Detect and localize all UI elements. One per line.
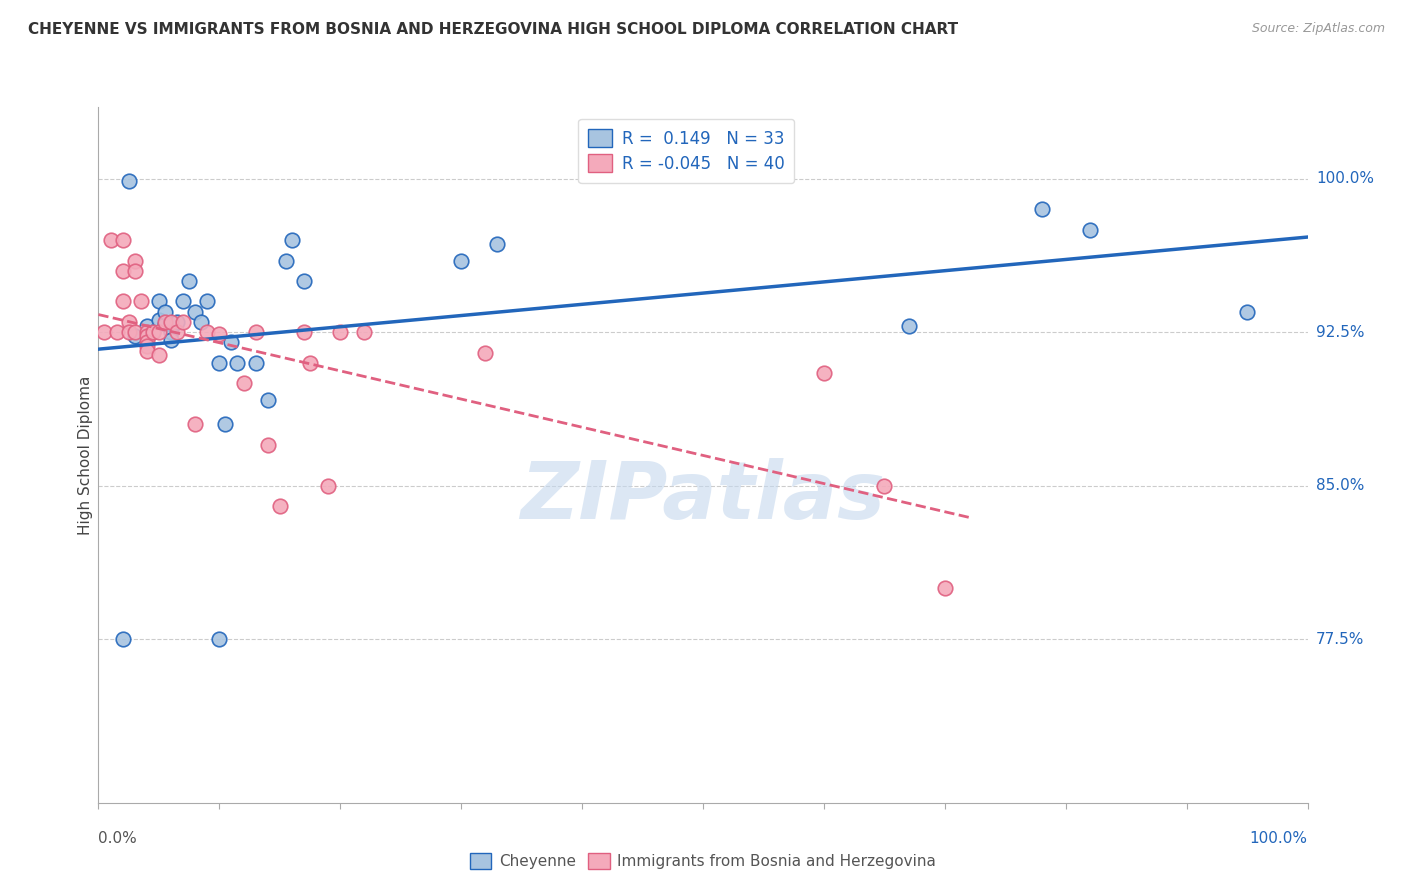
- Point: [153, 315, 176, 329]
- Point: [934, 581, 956, 595]
- Point: [177, 274, 201, 288]
- Point: [292, 274, 315, 288]
- Point: [873, 478, 896, 492]
- Point: [166, 325, 188, 339]
- Point: [93, 325, 115, 339]
- Point: [124, 253, 146, 268]
- Point: [256, 438, 278, 452]
- Point: [135, 318, 157, 333]
- Point: [153, 317, 176, 331]
- Point: [111, 233, 134, 247]
- Text: 0.0%: 0.0%: [98, 830, 138, 846]
- Point: [111, 632, 134, 646]
- Point: [1031, 202, 1053, 217]
- Point: [245, 325, 267, 339]
- Point: [148, 313, 170, 327]
- Point: [135, 325, 157, 339]
- Point: [118, 315, 141, 329]
- Point: [208, 356, 231, 370]
- Text: Source: ZipAtlas.com: Source: ZipAtlas.com: [1251, 22, 1385, 36]
- Point: [329, 325, 352, 339]
- Point: [111, 294, 134, 309]
- Point: [486, 237, 509, 252]
- Point: [226, 356, 249, 370]
- Point: [214, 417, 236, 432]
- Point: [353, 325, 375, 339]
- Point: [450, 253, 472, 268]
- Text: 92.5%: 92.5%: [1316, 325, 1364, 340]
- Point: [316, 478, 339, 492]
- Point: [172, 315, 194, 329]
- Point: [208, 327, 231, 342]
- Text: 85.0%: 85.0%: [1316, 478, 1364, 493]
- Point: [148, 348, 170, 362]
- Point: [124, 329, 146, 343]
- Point: [160, 315, 183, 329]
- Point: [897, 318, 920, 333]
- Point: [135, 343, 157, 358]
- Point: [135, 329, 157, 343]
- Point: [195, 294, 218, 309]
- Point: [142, 325, 165, 339]
- Y-axis label: High School Diploma: High School Diploma: [77, 376, 93, 534]
- Point: [221, 335, 243, 350]
- Point: [184, 417, 207, 432]
- Point: [172, 294, 194, 309]
- Point: [124, 325, 146, 339]
- Point: [269, 499, 291, 513]
- Point: [245, 356, 267, 370]
- Point: [184, 304, 207, 318]
- Point: [111, 264, 134, 278]
- Point: [1236, 304, 1258, 318]
- Point: [208, 632, 231, 646]
- Point: [160, 334, 183, 348]
- Text: 100.0%: 100.0%: [1250, 830, 1308, 846]
- Text: 100.0%: 100.0%: [1316, 171, 1374, 186]
- Point: [232, 376, 254, 391]
- Point: [124, 264, 146, 278]
- Text: CHEYENNE VS IMMIGRANTS FROM BOSNIA AND HERZEGOVINA HIGH SCHOOL DIPLOMA CORRELATI: CHEYENNE VS IMMIGRANTS FROM BOSNIA AND H…: [28, 22, 959, 37]
- Point: [1078, 223, 1101, 237]
- Point: [129, 294, 152, 309]
- Point: [135, 335, 157, 350]
- Point: [274, 253, 297, 268]
- Point: [148, 325, 170, 339]
- Point: [281, 233, 304, 247]
- Point: [153, 304, 176, 318]
- Point: [195, 325, 218, 339]
- Point: [135, 339, 157, 353]
- Point: [105, 325, 128, 339]
- Point: [298, 356, 321, 370]
- Point: [190, 315, 212, 329]
- Point: [100, 233, 122, 247]
- Point: [256, 392, 278, 407]
- Legend: Cheyenne, Immigrants from Bosnia and Herzegovina: Cheyenne, Immigrants from Bosnia and Her…: [464, 847, 942, 875]
- Point: [474, 345, 496, 359]
- Point: [142, 325, 165, 339]
- Point: [118, 174, 141, 188]
- Point: [166, 315, 188, 329]
- Point: [148, 294, 170, 309]
- Point: [118, 325, 141, 339]
- Text: ZIPatlas: ZIPatlas: [520, 458, 886, 536]
- Text: 77.5%: 77.5%: [1316, 632, 1364, 647]
- Point: [160, 325, 183, 339]
- Point: [813, 366, 835, 380]
- Point: [292, 325, 315, 339]
